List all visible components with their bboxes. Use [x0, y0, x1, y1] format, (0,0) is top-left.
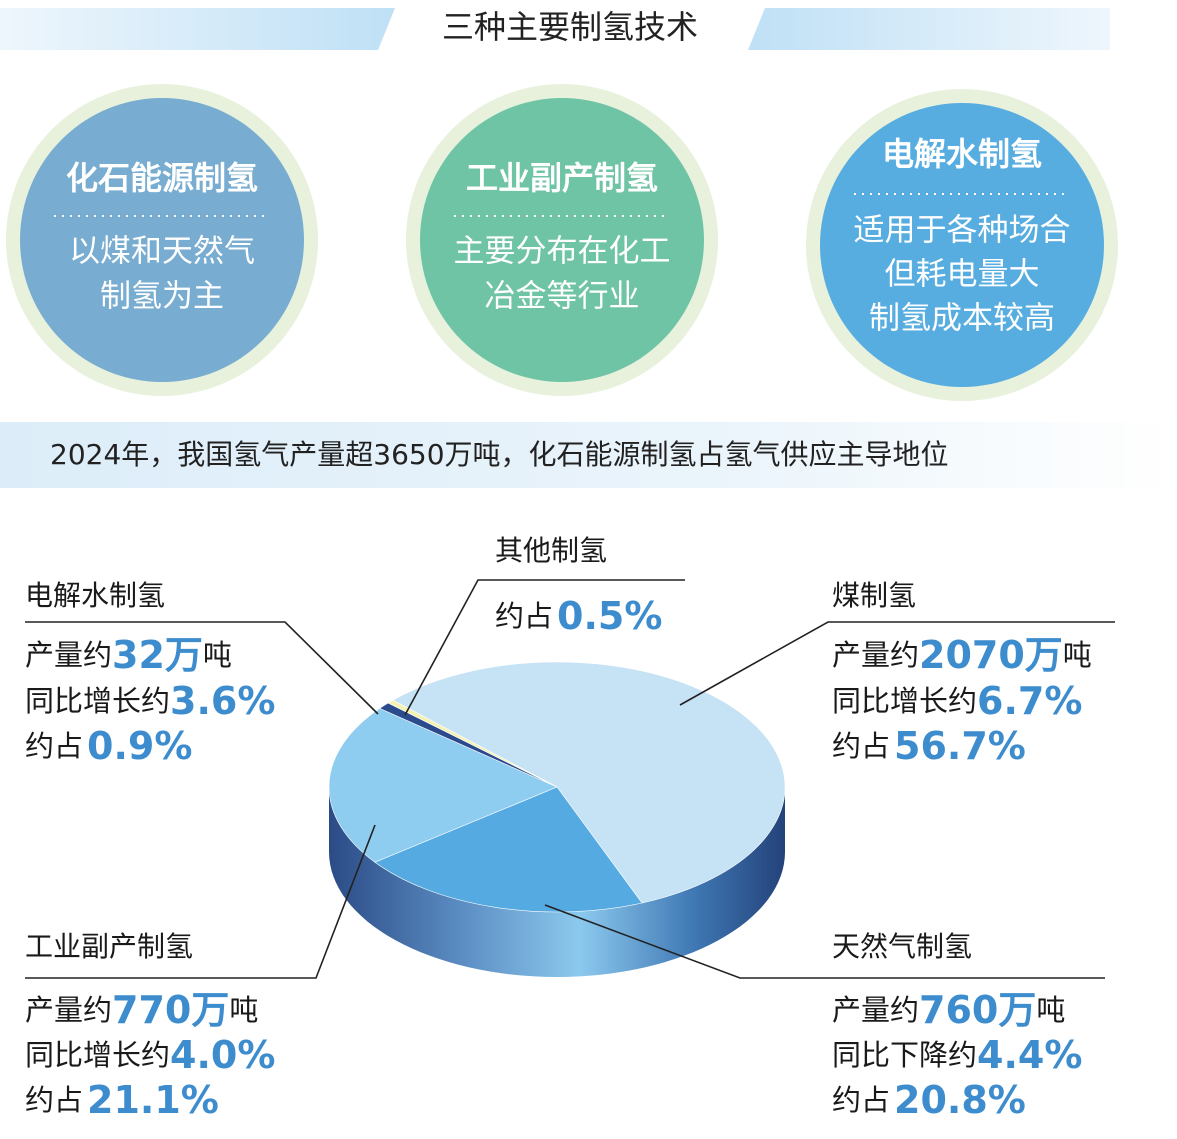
slice-name: 煤制氢: [832, 579, 916, 612]
method-line: 以煤和天然气: [69, 234, 255, 270]
share-line: 约占 0.9%: [25, 724, 192, 768]
method-circle: [20, 98, 304, 382]
detail-line: 产量约2070万吨: [832, 633, 1092, 677]
detail-line: 产量约32万吨: [25, 633, 232, 677]
pie: [328, 661, 786, 977]
leader-line: [25, 621, 379, 715]
slice-name: 电解水制氢: [25, 579, 165, 612]
detail-line: 同比增长约4.0%: [25, 1033, 275, 1077]
pie-slice: [387, 699, 558, 788]
detail-highlight: 760万: [919, 988, 1036, 1032]
detail-prefix: 同比增长约: [832, 684, 977, 718]
method-line: 主要分布在化工: [454, 234, 671, 270]
value-label: 0.9%: [87, 724, 192, 768]
share-prefix: 约占: [495, 599, 553, 633]
leader-lines: [25, 579, 1115, 979]
pie-slice: [392, 661, 786, 904]
leader-line: [404, 579, 685, 716]
leader-line: [25, 824, 376, 979]
detail-highlight: 4.4%: [977, 1033, 1082, 1077]
share-line: 约占 0.5%: [495, 594, 662, 638]
leader-line: [679, 621, 1115, 706]
share-line: 约占 56.7%: [832, 724, 1026, 768]
detail-highlight: 3.6%: [170, 679, 275, 723]
method-circle: [420, 98, 704, 382]
detail-highlight: 6.7%: [977, 679, 1082, 723]
title-band: [0, 8, 395, 50]
method-line: 制氢成本较高: [869, 301, 1055, 337]
detail-prefix: 产量约: [25, 993, 112, 1027]
share-line: 约占 20.8%: [832, 1078, 1026, 1122]
slice-name: 其他制氢: [495, 534, 607, 567]
method-line: 适用于各种场合: [854, 213, 1071, 249]
share-prefix: 约占: [832, 729, 890, 763]
detail-line: 产量约760万吨: [832, 988, 1065, 1032]
method-name: 化石能源制氢: [66, 159, 258, 197]
pie-slice: [328, 708, 558, 863]
detail-prefix: 同比下降约: [832, 1038, 977, 1072]
share-prefix: 约占: [25, 1083, 83, 1117]
subtitle: 2024年，我国氢气产量超3650万吨，化石能源制氢占氢气供应主导地位: [50, 438, 949, 471]
detail-highlight: 4.0%: [170, 1033, 275, 1077]
share-prefix: 约占: [25, 729, 83, 763]
value-label: 21.1%: [87, 1078, 219, 1122]
detail-prefix: 产量约: [832, 638, 919, 672]
detail-suffix: 吨: [1063, 638, 1092, 672]
method-name: 工业副产制氢: [466, 159, 658, 197]
detail-highlight: 770万: [112, 988, 229, 1032]
pie-slice: [374, 786, 643, 913]
detail-prefix: 同比增长约: [25, 1038, 170, 1072]
method-line: 但耗电量大: [885, 257, 1040, 293]
method-line: 制氢为主: [100, 279, 224, 315]
subtitle-band: [0, 422, 1177, 488]
pie-side: [329, 787, 785, 977]
method-name: 电解水制氢: [882, 135, 1042, 173]
slice-name: 天然气制氢: [832, 930, 972, 963]
detail-suffix: 吨: [203, 638, 232, 672]
value-label: 56.7%: [894, 724, 1026, 768]
share-prefix: 约占: [832, 1083, 890, 1117]
method-circle: [820, 103, 1104, 387]
detail-highlight: 2070万: [919, 633, 1063, 677]
value-label: 20.8%: [894, 1078, 1026, 1122]
detail-line: 同比增长约3.6%: [25, 679, 275, 723]
slice-name: 工业副产制氢: [25, 930, 193, 963]
title-band: [748, 8, 1110, 50]
detail-line: 同比下降约4.4%: [832, 1033, 1082, 1077]
detail-highlight: 32万: [112, 633, 203, 677]
title: 三种主要制氢技术: [442, 8, 698, 46]
value-label: 0.5%: [557, 594, 662, 638]
detail-prefix: 产量约: [25, 638, 112, 672]
detail-line: 产量约770万吨: [25, 988, 258, 1032]
method-line: 冶金等行业: [485, 279, 640, 315]
detail-prefix: 产量约: [832, 993, 919, 1027]
detail-suffix: 吨: [1036, 993, 1065, 1027]
detail-line: 同比增长约6.7%: [832, 679, 1082, 723]
detail-prefix: 同比增长约: [25, 684, 170, 718]
detail-suffix: 吨: [229, 993, 258, 1027]
share-line: 约占 21.1%: [25, 1078, 219, 1122]
leader-line: [544, 904, 1105, 979]
